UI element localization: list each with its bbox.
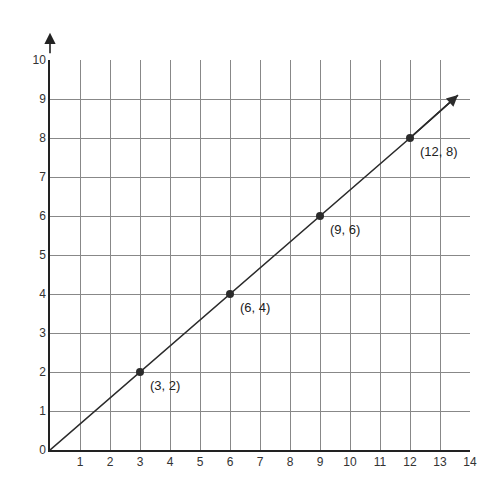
svg-text:(6, 4): (6, 4) <box>240 300 270 315</box>
svg-text:1: 1 <box>77 455 84 469</box>
svg-text:12: 12 <box>403 455 417 469</box>
svg-text:4: 4 <box>39 287 46 301</box>
svg-text:1: 1 <box>39 404 46 418</box>
svg-text:(12, 8): (12, 8) <box>420 144 458 159</box>
svg-text:2: 2 <box>107 455 114 469</box>
svg-text:(3, 2): (3, 2) <box>150 378 180 393</box>
svg-text:5: 5 <box>39 248 46 262</box>
svg-text:8: 8 <box>39 131 46 145</box>
svg-text:7: 7 <box>39 170 46 184</box>
svg-text:9: 9 <box>317 455 324 469</box>
svg-text:(9, 6): (9, 6) <box>330 222 360 237</box>
svg-text:8: 8 <box>287 455 294 469</box>
svg-text:6: 6 <box>39 209 46 223</box>
svg-text:14: 14 <box>463 455 477 469</box>
svg-text:2: 2 <box>39 365 46 379</box>
svg-text:6: 6 <box>227 455 234 469</box>
svg-text:9: 9 <box>39 92 46 106</box>
svg-text:11: 11 <box>374 455 387 469</box>
svg-text:10: 10 <box>32 53 46 67</box>
svg-text:0: 0 <box>39 443 46 457</box>
svg-text:3: 3 <box>39 326 46 340</box>
svg-text:10: 10 <box>343 455 357 469</box>
svg-text:7: 7 <box>257 455 264 469</box>
svg-text:4: 4 <box>167 455 174 469</box>
svg-text:3: 3 <box>137 455 144 469</box>
svg-text:13: 13 <box>433 455 447 469</box>
svg-text:5: 5 <box>197 455 204 469</box>
